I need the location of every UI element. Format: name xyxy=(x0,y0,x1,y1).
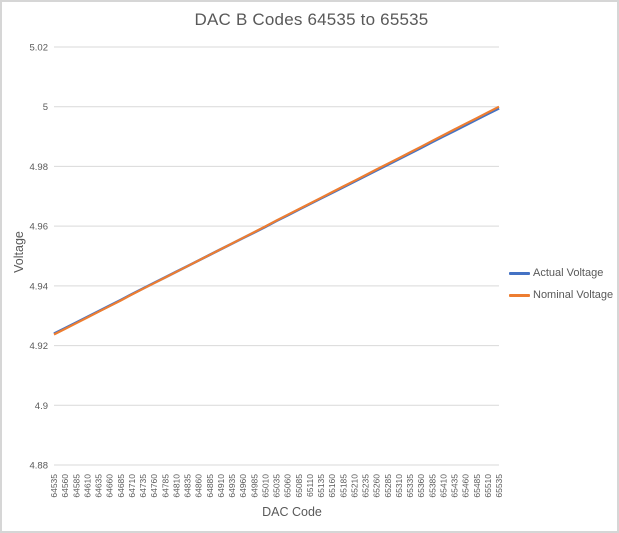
nominal-voltage-line xyxy=(53,105,500,336)
y-tick-label: 5 xyxy=(43,102,48,113)
x-tick-label: 65360 xyxy=(416,474,426,498)
y-tick-label: 4.98 xyxy=(30,162,49,173)
legend-label-nominal-voltage: Nominal Voltage xyxy=(533,289,614,301)
x-tick-label: 65285 xyxy=(383,474,393,498)
x-tick-label: 64585 xyxy=(71,474,81,498)
x-tick-label: 65385 xyxy=(427,474,437,498)
x-tick-label: 65310 xyxy=(394,474,404,498)
x-tick-label: 64885 xyxy=(205,474,215,498)
x-tick-label: 65210 xyxy=(349,474,359,498)
x-tick-label: 65135 xyxy=(316,474,326,498)
x-tick-label: 65510 xyxy=(483,474,493,498)
x-tick-label: 65160 xyxy=(327,474,337,498)
x-tick-label: 64635 xyxy=(94,474,104,498)
x-tick-label: 65185 xyxy=(338,474,348,498)
chart-title: DAC B Codes 64535 to 65535 xyxy=(194,10,429,29)
x-tick-label: 65335 xyxy=(405,474,415,498)
x-tick-label: 65535 xyxy=(494,474,504,498)
x-tick-label: 64560 xyxy=(60,474,70,498)
x-tick-label: 65410 xyxy=(438,474,448,498)
x-tick-label: 65260 xyxy=(372,474,382,498)
x-tick-label: 65485 xyxy=(472,474,482,498)
x-tick-label: 64685 xyxy=(116,474,126,498)
x-tick-label: 64810 xyxy=(171,474,181,498)
x-tick-label: 64735 xyxy=(138,474,148,498)
x-tick-label: 64710 xyxy=(127,474,137,498)
y-tick-label: 4.94 xyxy=(30,281,49,292)
y-tick-label: 4.88 xyxy=(30,461,49,472)
y-tick-label: 4.96 xyxy=(30,222,49,233)
legend-item-actual-voltage: Actual Voltage xyxy=(509,262,613,284)
x-tick-label: 64785 xyxy=(160,474,170,498)
x-tick-label: 65035 xyxy=(272,474,282,498)
legend: Actual Voltage Nominal Voltage xyxy=(509,262,613,306)
x-tick-label: 65110 xyxy=(305,474,315,497)
nominal-voltage-line-swatch-icon xyxy=(509,293,530,297)
x-tick-label: 64610 xyxy=(82,474,92,498)
x-axis-title: DAC Code xyxy=(262,505,322,519)
x-tick-label: 65235 xyxy=(361,474,371,498)
x-tick-label: 64760 xyxy=(149,474,159,498)
legend-label-actual-voltage: Actual Voltage xyxy=(533,267,604,279)
x-tick-label: 65435 xyxy=(450,474,460,498)
y-tick-label: 4.9 xyxy=(35,401,48,412)
x-tick-label: 64910 xyxy=(216,474,226,498)
x-tick-label: 64660 xyxy=(105,474,115,498)
x-tick-label: 64935 xyxy=(227,474,237,498)
x-tick-label: 64835 xyxy=(183,474,193,498)
legend-item-nominal-voltage: Nominal Voltage xyxy=(509,284,613,306)
y-tick-label: 4.92 xyxy=(30,341,49,352)
x-tick-label: 65010 xyxy=(260,474,270,498)
y-axis-title: Voltage xyxy=(12,231,26,273)
x-tick-label: 64960 xyxy=(238,474,248,498)
x-tick-label: 64985 xyxy=(249,474,259,498)
actual-voltage-line-swatch-icon xyxy=(509,271,530,275)
x-tick-label: 65460 xyxy=(461,474,471,498)
x-tick-label: 64535 xyxy=(49,474,59,498)
x-tick-label: 64860 xyxy=(194,474,204,498)
x-tick-label: 65085 xyxy=(294,474,304,498)
x-tick-label: 65060 xyxy=(283,474,293,498)
y-tick-label: 5.02 xyxy=(30,43,49,54)
